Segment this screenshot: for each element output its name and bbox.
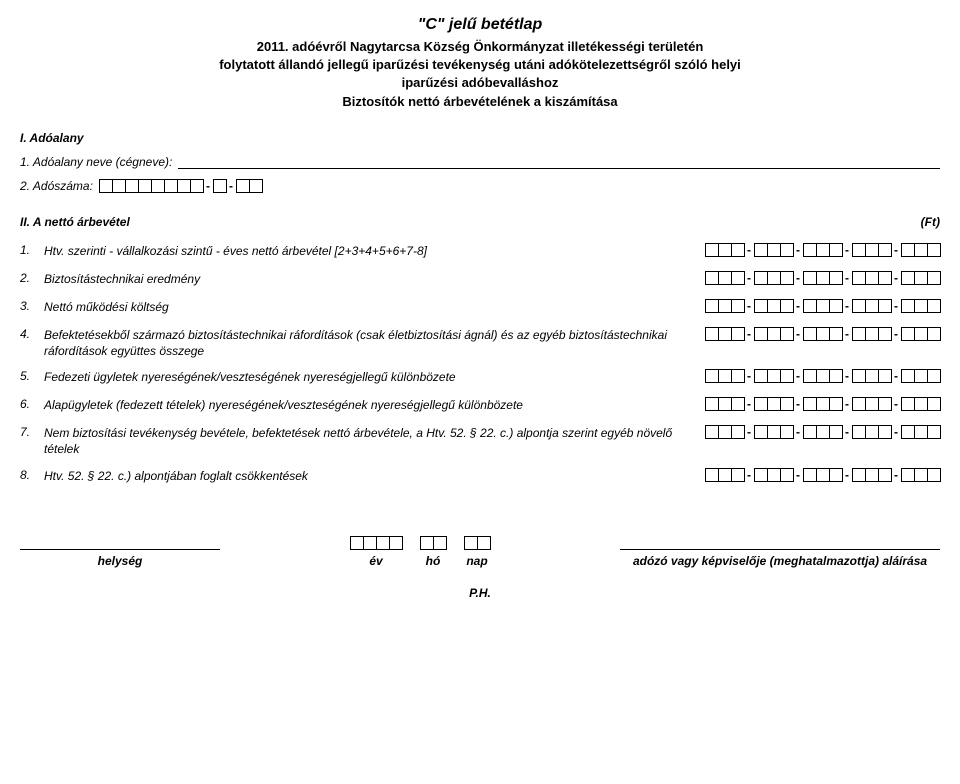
day-group: nap xyxy=(464,536,490,568)
revenue-item-row: 2.Biztosítástechnikai eredmény---- xyxy=(20,271,940,289)
item-number: 7. xyxy=(20,425,44,439)
amount-input[interactable]: ---- xyxy=(705,243,940,257)
item-text: Biztosítástechnikai eredmény xyxy=(44,271,705,287)
amount-input[interactable]: ---- xyxy=(705,271,940,285)
tax-number-input[interactable]: - - xyxy=(99,179,262,193)
section1-heading: I. Adóalany xyxy=(20,131,940,145)
stamp-label: P.H. xyxy=(20,586,940,600)
revenue-item-row: 7.Nem biztosítási tevékenység bevétele, … xyxy=(20,425,940,457)
revenue-item-row: 4.Befektetésekből származó biztosítástec… xyxy=(20,327,940,359)
form-header: "C" jelű betétlap 2011. adóévről Nagytar… xyxy=(20,16,940,111)
amount-input[interactable]: ---- xyxy=(705,327,940,341)
subtitle-line4: Biztosítók nettó árbevételének a kiszámí… xyxy=(342,94,617,109)
signature-block: adózó vagy képviselője (meghatalmazottja… xyxy=(620,549,940,568)
day-label: nap xyxy=(464,554,490,568)
taxpayer-name-label: 1. Adóalany neve (cégneve): xyxy=(20,155,172,169)
signature-line[interactable] xyxy=(620,549,940,550)
item-number: 5. xyxy=(20,369,44,383)
month-group: hó xyxy=(420,536,446,568)
day-input[interactable] xyxy=(464,536,490,550)
taxpayer-name-row: 1. Adóalany neve (cégneve): xyxy=(20,155,940,169)
place-line[interactable] xyxy=(20,549,220,550)
item-number: 2. xyxy=(20,271,44,285)
form-footer: helység év hó nap adózó vagy képviselője… xyxy=(20,536,940,568)
item-number: 4. xyxy=(20,327,44,341)
place-label: helység xyxy=(20,554,220,568)
item-text: Htv. 52. § 22. c.) alpontjában foglalt c… xyxy=(44,468,705,484)
item-text: Alapügyletek (fedezett tételek) nyereség… xyxy=(44,397,705,413)
subtitle-line2: folytatott állandó jellegű iparűzési tev… xyxy=(219,57,741,72)
revenue-item-row: 3.Nettó működési költség---- xyxy=(20,299,940,317)
amount-input[interactable]: ---- xyxy=(705,397,940,411)
item-text: Fedezeti ügyletek nyereségének/veszteség… xyxy=(44,369,705,385)
subtitle-line3: iparűzési adóbevalláshoz xyxy=(402,75,559,90)
item-number: 6. xyxy=(20,397,44,411)
month-label: hó xyxy=(420,554,446,568)
item-text: Nem biztosítási tevékenység bevétele, be… xyxy=(44,425,705,457)
form-subtitle: 2011. adóévről Nagytarcsa Község Önkormá… xyxy=(20,38,940,111)
item-text: Befektetésekből származó biztosítástechn… xyxy=(44,327,705,359)
place-block: helység xyxy=(20,549,220,568)
taxpayer-name-input[interactable] xyxy=(178,155,940,169)
month-input[interactable] xyxy=(420,536,446,550)
tax-number-label: 2. Adószáma: xyxy=(20,179,93,193)
item-number: 1. xyxy=(20,243,44,257)
revenue-item-row: 8.Htv. 52. § 22. c.) alpontjában foglalt… xyxy=(20,468,940,486)
amount-input[interactable]: ---- xyxy=(705,425,940,439)
amount-input[interactable]: ---- xyxy=(705,369,940,383)
date-block: év hó nap xyxy=(350,536,490,568)
tax-number-row: 2. Adószáma: - - xyxy=(20,179,940,193)
form-title: "C" jelű betétlap xyxy=(20,16,940,34)
year-group: év xyxy=(350,536,402,568)
revenue-item-row: 1.Htv. szerinti - vállalkozási szintű - … xyxy=(20,243,940,261)
item-number: 8. xyxy=(20,468,44,482)
section2-unit: (Ft) xyxy=(921,215,940,229)
revenue-item-row: 6.Alapügyletek (fedezett tételek) nyeres… xyxy=(20,397,940,415)
amount-input[interactable]: ---- xyxy=(705,299,940,313)
year-input[interactable] xyxy=(350,536,402,550)
revenue-items-list: 1.Htv. szerinti - vállalkozási szintű - … xyxy=(20,243,940,486)
year-label: év xyxy=(350,554,402,568)
revenue-item-row: 5.Fedezeti ügyletek nyereségének/vesztes… xyxy=(20,369,940,387)
item-text: Htv. szerinti - vállalkozási szintű - év… xyxy=(44,243,705,259)
item-number: 3. xyxy=(20,299,44,313)
subtitle-line1: 2011. adóévről Nagytarcsa Község Önkormá… xyxy=(257,39,704,54)
signature-label: adózó vagy képviselője (meghatalmazottja… xyxy=(620,554,940,568)
section2-header: II. A nettó árbevétel (Ft) xyxy=(20,215,940,229)
section2-heading: II. A nettó árbevétel xyxy=(20,215,130,229)
amount-input[interactable]: ---- xyxy=(705,468,940,482)
item-text: Nettó működési költség xyxy=(44,299,705,315)
